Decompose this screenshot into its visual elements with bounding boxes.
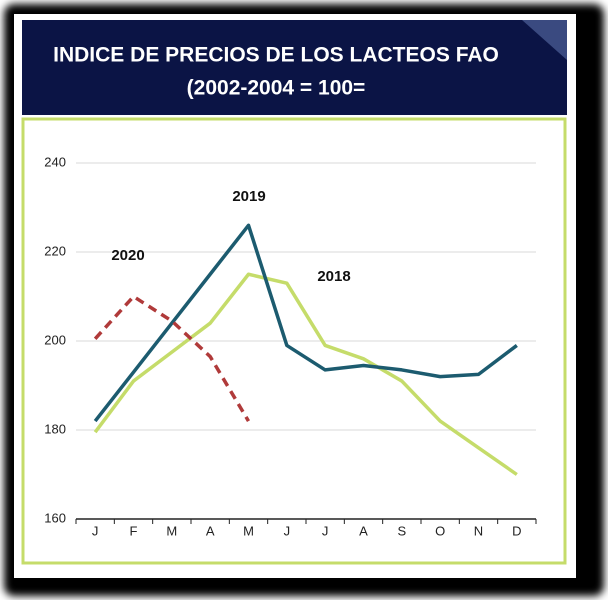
x-tick-label: S xyxy=(397,523,406,538)
chart-subtitle: (2002-2004 = 100= xyxy=(187,77,366,100)
title-banner xyxy=(22,20,567,115)
x-tick-label: A xyxy=(206,523,215,538)
y-tick-label: 180 xyxy=(44,421,66,436)
series-label: 2019 xyxy=(232,188,265,205)
x-tick-label: J xyxy=(92,523,99,538)
series-label: 2018 xyxy=(317,268,350,285)
x-tick-label: N xyxy=(474,523,483,538)
series-line xyxy=(93,294,251,422)
y-tick-label: 200 xyxy=(44,332,66,347)
series-line xyxy=(93,272,518,476)
series-line xyxy=(93,223,518,423)
x-tick-label: J xyxy=(284,523,291,538)
y-tick-label: 220 xyxy=(44,243,66,258)
y-tick-label: 160 xyxy=(44,510,66,525)
x-tick-label: D xyxy=(512,523,521,538)
series-label: 2020 xyxy=(111,247,144,264)
chart-title: INDICE DE PRECIOS DE LOS LACTEOS FAO xyxy=(53,44,499,67)
x-tick-label: M xyxy=(166,523,177,538)
x-tick-label: J xyxy=(322,523,329,538)
y-tick-label: 240 xyxy=(44,154,66,169)
x-tick-label: F xyxy=(130,523,138,538)
x-tick-label: M xyxy=(243,523,254,538)
x-tick-label: O xyxy=(435,523,445,538)
x-tick-label: A xyxy=(359,523,368,538)
banner-fold xyxy=(522,20,567,60)
